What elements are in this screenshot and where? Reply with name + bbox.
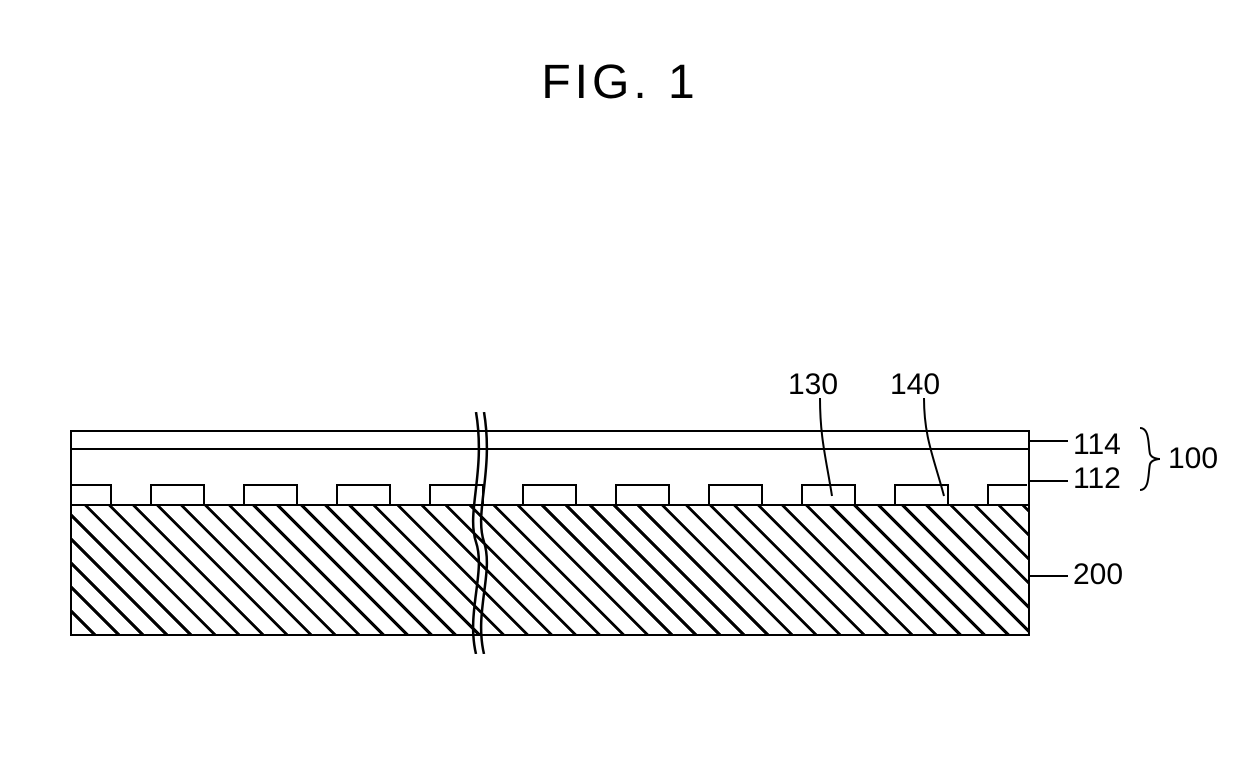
label-140: 140 — [890, 368, 940, 402]
lead-line-112 — [1030, 480, 1068, 482]
lead-line-130 — [818, 398, 858, 498]
slot-130 — [112, 486, 150, 506]
block-140 — [522, 484, 577, 504]
lead-line-200 — [1030, 575, 1068, 577]
lead-line-140 — [922, 398, 962, 498]
layer-112 — [70, 448, 1030, 486]
brace-100 — [1138, 426, 1164, 492]
lead-line-114 — [1030, 440, 1068, 442]
block-140 — [243, 484, 298, 504]
slot-row — [70, 486, 1030, 506]
slot-130 — [763, 486, 801, 506]
cross-section-diagram: 130 140 114 112 100 200 — [70, 430, 1170, 740]
label-200: 200 — [1073, 558, 1123, 592]
block-140 — [150, 484, 205, 504]
slot-130 — [298, 486, 336, 506]
substrate-200 — [70, 506, 1030, 636]
label-130: 130 — [788, 368, 838, 402]
slot-130 — [856, 486, 894, 506]
block-140 — [72, 484, 112, 504]
block-140 — [336, 484, 391, 504]
block-140 — [615, 484, 670, 504]
layer-114 — [70, 430, 1030, 448]
figure-title: FIG. 1 — [541, 55, 698, 110]
slot-130 — [484, 486, 522, 506]
block-140 — [708, 484, 763, 504]
slot-130 — [391, 486, 429, 506]
hatch-pattern — [72, 506, 1028, 634]
label-112: 112 — [1073, 462, 1121, 496]
block-140 — [987, 484, 1027, 504]
slot-130 — [670, 486, 708, 506]
slot-130 — [205, 486, 243, 506]
label-114: 114 — [1073, 428, 1121, 462]
slot-130 — [577, 486, 615, 506]
block-140 — [429, 484, 484, 504]
label-100: 100 — [1168, 442, 1218, 476]
